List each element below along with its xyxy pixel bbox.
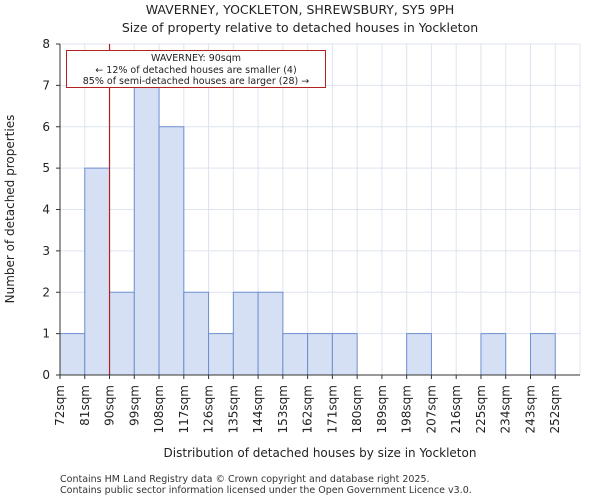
histogram-chart: 0 1 2 3 4 5 6 7 8 72sqm 81sqm 90sqm 99sqm 108sqm 117sq… (3, 37, 581, 460)
x-tick-label: 99sqm (127, 385, 141, 426)
y-tick-label: 5 (42, 161, 50, 175)
x-tick-label: 117sqm (177, 385, 191, 433)
histogram-bar (158, 126, 185, 376)
x-tick-label: 72sqm (53, 385, 67, 426)
chart-title-address: WAVERNEY, YOCKLETON, SHREWSBURY, SY5 9PH (145, 2, 455, 17)
x-tick-label: 234sqm (499, 385, 513, 433)
x-tick-label: 144sqm (251, 385, 265, 433)
histogram-bar (331, 333, 358, 376)
x-tick-label: 198sqm (400, 385, 414, 433)
x-tick-label: 171sqm (325, 385, 339, 433)
x-tick-label: 189sqm (375, 385, 389, 433)
histogram-bar (84, 167, 111, 376)
histogram-bar (133, 84, 160, 376)
x-tick-label: 153sqm (276, 385, 290, 433)
x-tick-label: 243sqm (523, 385, 537, 433)
histogram-bar (208, 333, 234, 376)
annotation-line-1: WAVERNEY: 90sqm (150, 53, 242, 64)
histogram-bar (109, 291, 135, 376)
annotation-line-2: ← 12% of detached houses are smaller (4) (95, 64, 297, 76)
histogram-bar (282, 333, 309, 376)
bar-layer (59, 84, 556, 376)
histogram-bar (307, 333, 333, 376)
y-tick-label: 2 (42, 285, 50, 299)
y-tick-label: 6 (42, 120, 50, 134)
y-tick-label: 3 (42, 244, 50, 258)
y-tick-label: 1 (42, 327, 50, 341)
histogram-bar (183, 291, 210, 376)
y-tick-label: 0 (42, 368, 50, 382)
x-axis-title: Distribution of detached houses by size … (164, 446, 477, 460)
x-tick-label: 252sqm (548, 385, 562, 433)
x-tick-label: 126sqm (202, 385, 216, 433)
histogram-bar (232, 291, 259, 376)
histogram-bar (480, 333, 507, 376)
y-tick-label: 8 (42, 37, 50, 51)
y-axis-title: Number of detached properties (3, 115, 17, 304)
y-tick-label: 7 (42, 78, 50, 92)
footer-copyright: Contains HM Land Registry data © Crown c… (60, 474, 430, 485)
x-tick-label: 180sqm (350, 385, 364, 433)
histogram-bar (406, 333, 432, 376)
x-tick-label: 81sqm (78, 385, 92, 426)
annotation-box: WAVERNEY: 90sqm ← 12% of detached houses… (66, 50, 326, 88)
histogram-bar (257, 291, 284, 376)
footer-licence: Contains public sector information licen… (60, 485, 472, 496)
x-tick-label: 108sqm (152, 385, 166, 433)
x-tick-label: 216sqm (449, 385, 463, 433)
chart-title: Size of property relative to detached ho… (121, 20, 479, 35)
x-tick-label: 225sqm (474, 385, 488, 433)
histogram-bar (529, 333, 556, 376)
axis-layer: 0 1 2 3 4 5 6 7 8 72sqm 81sqm 90sqm 99sqm 108sqm 117sq… (42, 37, 580, 433)
y-tick-label: 4 (42, 203, 50, 217)
histogram-bar (59, 333, 86, 376)
annotation-line-3: 85% of semi-detached houses are larger (… (82, 76, 310, 87)
x-tick-label: 207sqm (424, 385, 438, 433)
x-tick-label: 162sqm (301, 385, 315, 433)
x-tick-label: 135sqm (226, 385, 240, 433)
x-tick-label: 90sqm (103, 385, 117, 426)
